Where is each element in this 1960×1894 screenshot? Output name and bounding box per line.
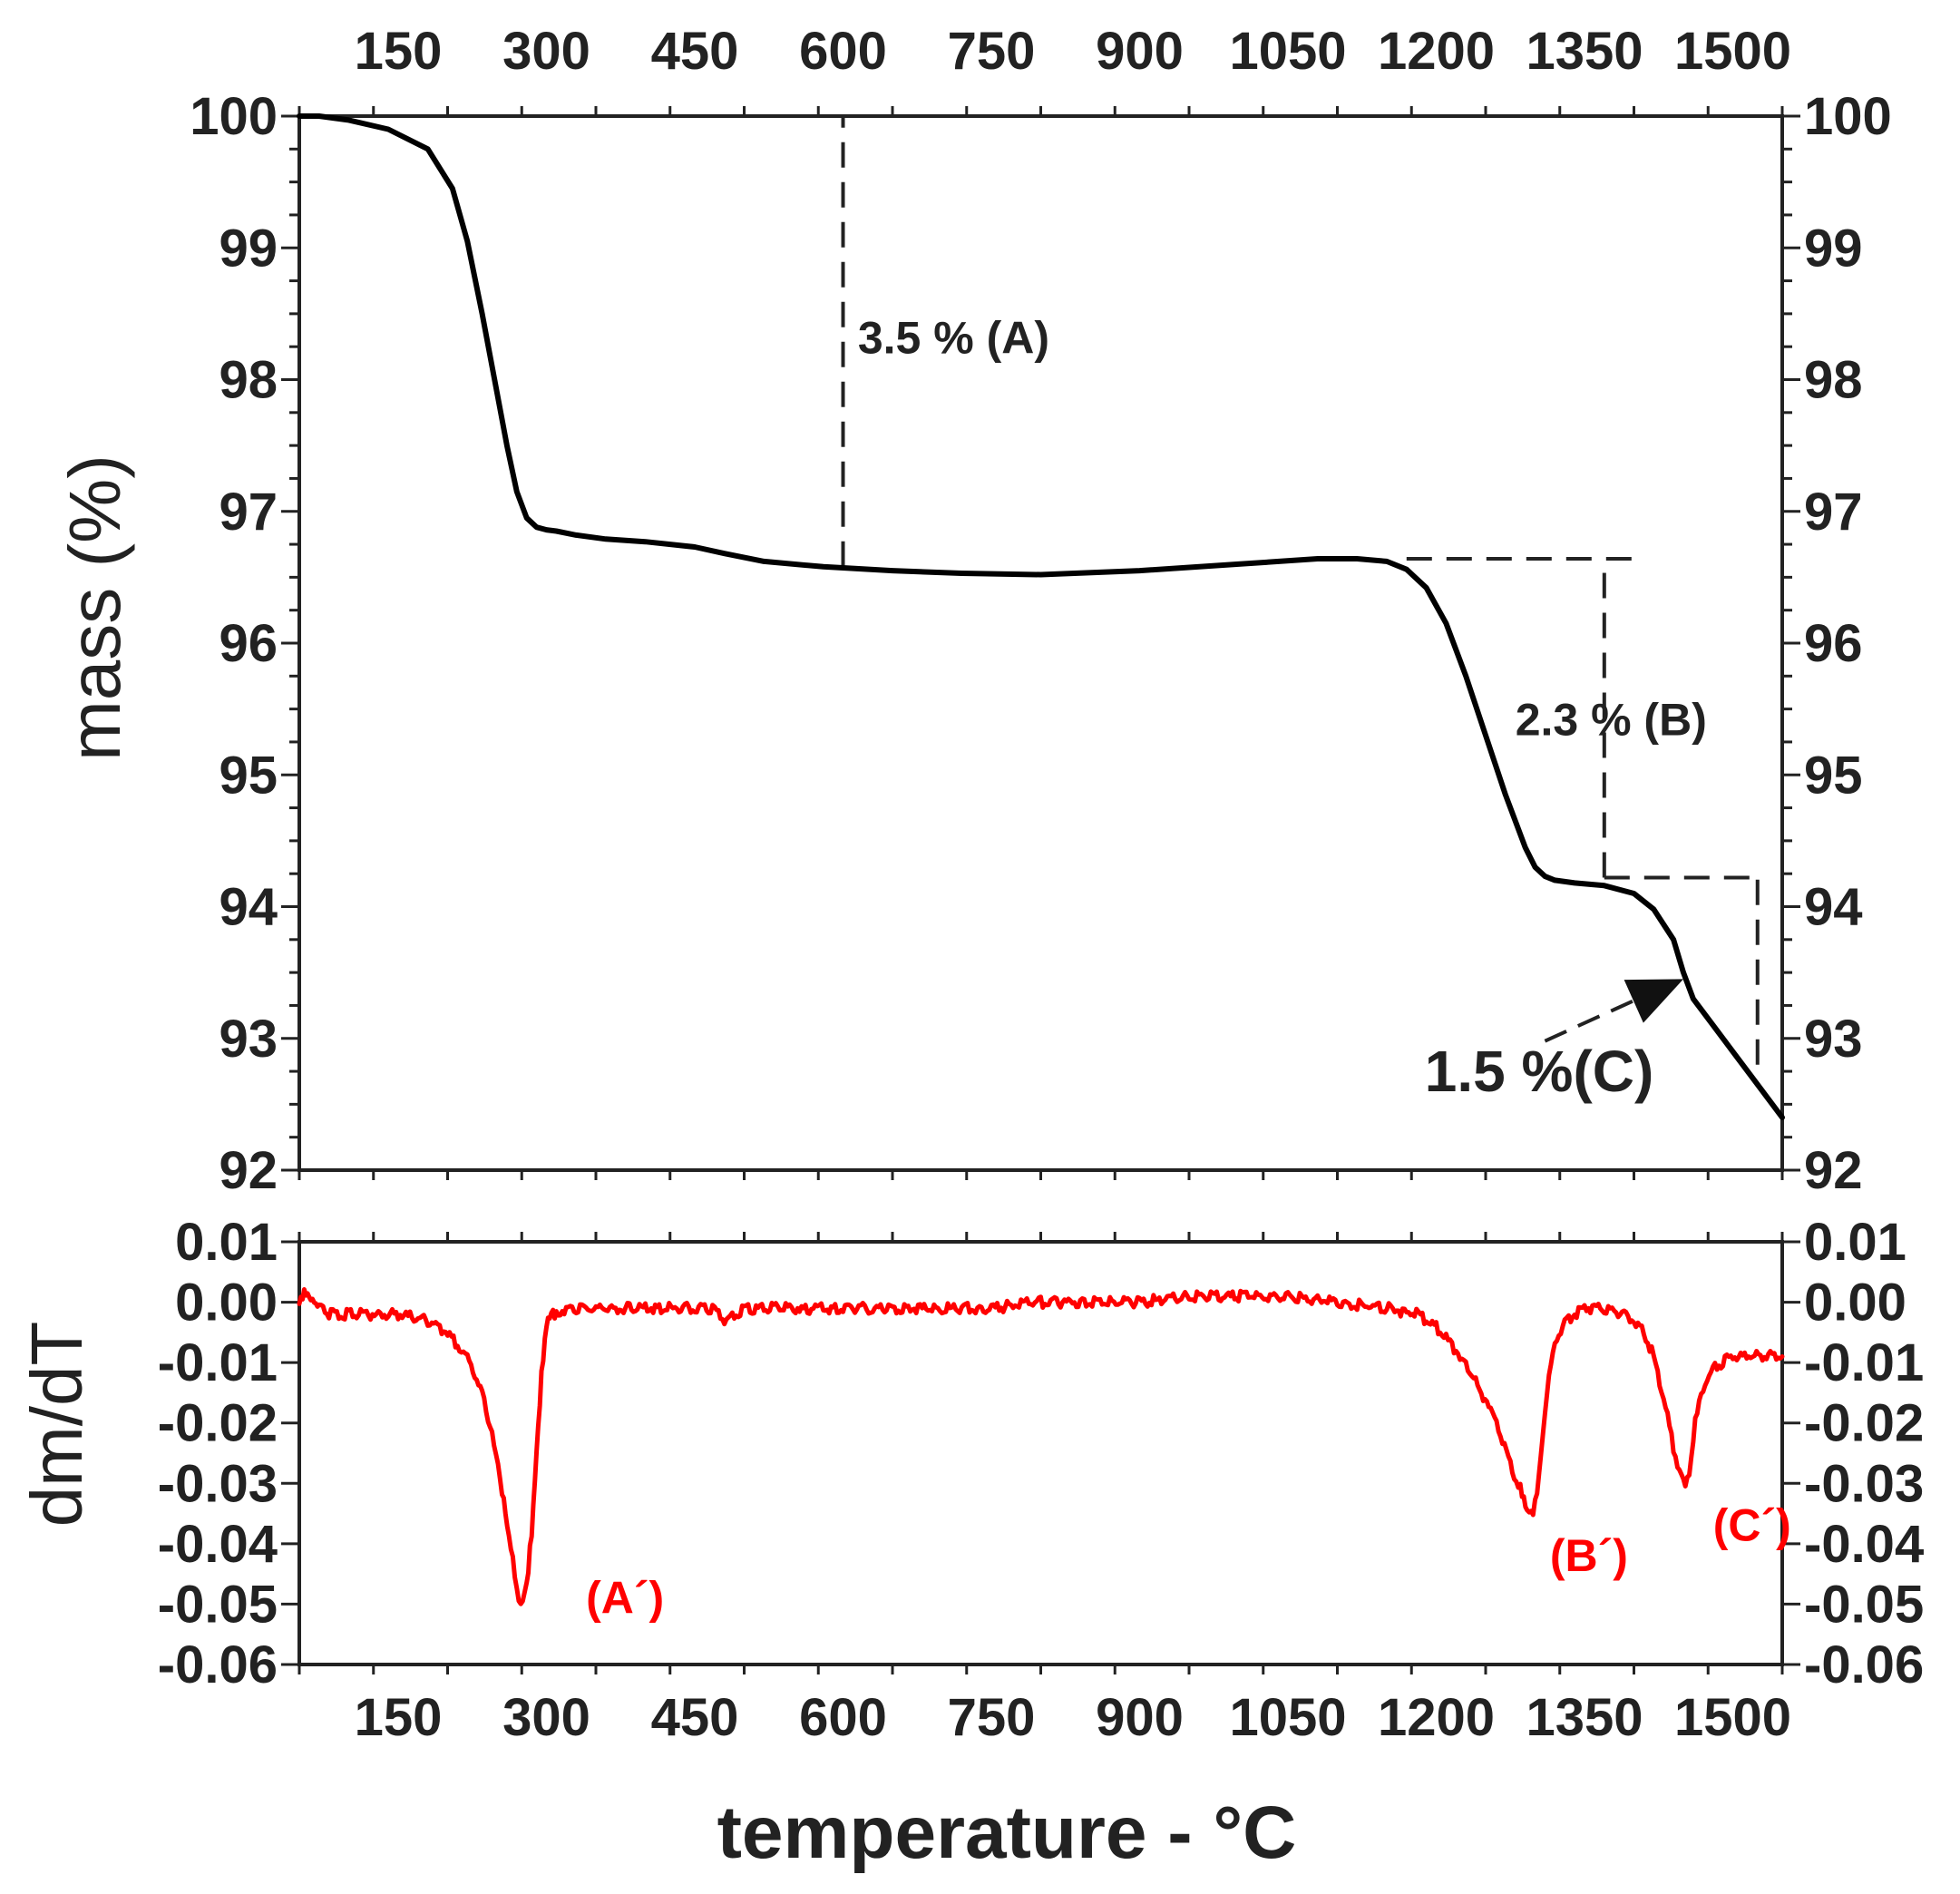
arrow-head-icon: [1624, 979, 1683, 1023]
dmdt-panel: 150 300 450 600 750 900 1050 1200 1350 1500-0.06-…: [158, 1213, 1924, 1747]
y-tick-label-right: 98: [1804, 351, 1863, 410]
y-tick-label-left: -0.01: [158, 1333, 278, 1392]
x-tick-label-top: 300: [502, 22, 590, 81]
dmdt-curve: [297, 1287, 1785, 1606]
x-tick-label-top: 450: [651, 22, 739, 81]
y-tick-label-left: 96: [219, 614, 278, 673]
x-tick-label-top: 1200: [1378, 22, 1495, 81]
mass-axis-label: mass (%): [54, 454, 135, 761]
x-tick-label-bottom: 300: [502, 1688, 590, 1747]
y-tick-label-right: 0.01: [1804, 1213, 1906, 1272]
plot-frame: [297, 114, 1784, 1172]
x-tick-label-bottom: 600: [799, 1688, 887, 1747]
x-tick-label-top: 750: [948, 22, 1036, 81]
y-tick-label-right: 100: [1804, 87, 1892, 146]
x-tick-label-bottom: 1050: [1229, 1688, 1346, 1747]
y-tick-label-right: 0.00: [1804, 1274, 1906, 1333]
y-tick-label-left: 0.00: [175, 1274, 278, 1333]
y-tick-label-right: -0.06: [1804, 1635, 1924, 1694]
y-tick-label-right: -0.04: [1804, 1515, 1924, 1574]
dmdt-axis-label: dm/dT: [16, 1322, 97, 1528]
y-tick-label-left: 92: [219, 1141, 278, 1200]
y-tick-label-right: 94: [1804, 878, 1863, 937]
x-tick-label-top: 1500: [1674, 22, 1791, 81]
y-tick-label-right: -0.02: [1804, 1394, 1924, 1453]
x-tick-label-bottom: 1350: [1526, 1688, 1643, 1747]
y-tick-label-left: 97: [219, 483, 278, 542]
peak-label: (A´): [586, 1572, 664, 1623]
x-tick-label-bottom: 150: [355, 1688, 443, 1747]
y-tick-label-left: 0.01: [175, 1213, 278, 1272]
y-tick-label-right: 93: [1804, 1010, 1863, 1069]
mass-curve: [297, 113, 1785, 1120]
x-tick-label-top: 150: [355, 22, 443, 81]
y-tick-label-right: 92: [1804, 1141, 1863, 1200]
y-tick-label-left: -0.02: [158, 1394, 278, 1453]
y-tick-label-left: -0.05: [158, 1575, 278, 1634]
mass-panel: 150 300 450 600 750 900 1050 1200 1350 1500 92 92 93…: [190, 22, 1892, 1200]
x-tick-label-bottom: 750: [948, 1688, 1036, 1747]
y-tick-label-right: -0.01: [1804, 1333, 1924, 1392]
y-tick-label-right: 99: [1804, 219, 1863, 278]
peak-label: (B´): [1550, 1530, 1628, 1581]
peak-label: (C´): [1713, 1500, 1791, 1551]
y-tick-label-right: 97: [1804, 483, 1863, 542]
y-tick-label-left: 99: [219, 219, 278, 278]
y-tick-label-left: -0.03: [158, 1454, 278, 1513]
mass-loss-label: 2.3 % (B): [1516, 695, 1707, 746]
y-tick-label-left: 94: [219, 878, 278, 937]
mass-loss-label: 3.5 % (A): [858, 312, 1049, 363]
y-tick-label-left: -0.04: [158, 1515, 278, 1574]
y-tick-label-left: 100: [190, 87, 278, 146]
x-tick-label-top: 900: [1096, 22, 1184, 81]
x-tick-label-bottom: 450: [651, 1688, 739, 1747]
y-tick-label-left: 93: [219, 1010, 278, 1069]
y-tick-label-right: -0.03: [1804, 1454, 1924, 1513]
y-tick-label-left: 98: [219, 351, 278, 410]
y-tick-label-left: -0.06: [158, 1635, 278, 1694]
mass-loss-label: 1.5 %(C): [1425, 1039, 1654, 1104]
x-tick-label-bottom: 1200: [1378, 1688, 1495, 1747]
x-tick-label-top: 1050: [1229, 22, 1346, 81]
x-tick-label-top: 1350: [1526, 22, 1643, 81]
y-tick-label-right: -0.05: [1804, 1575, 1924, 1634]
x-tick-label-bottom: 1500: [1674, 1688, 1791, 1747]
x-tick-label-bottom: 900: [1096, 1688, 1184, 1747]
y-tick-label-right: 95: [1804, 746, 1863, 805]
x-tick-label-top: 600: [799, 22, 887, 81]
temperature-axis-label: temperature - °C: [717, 1791, 1297, 1874]
y-tick-label-left: 95: [219, 746, 278, 805]
y-tick-label-right: 96: [1804, 614, 1863, 673]
